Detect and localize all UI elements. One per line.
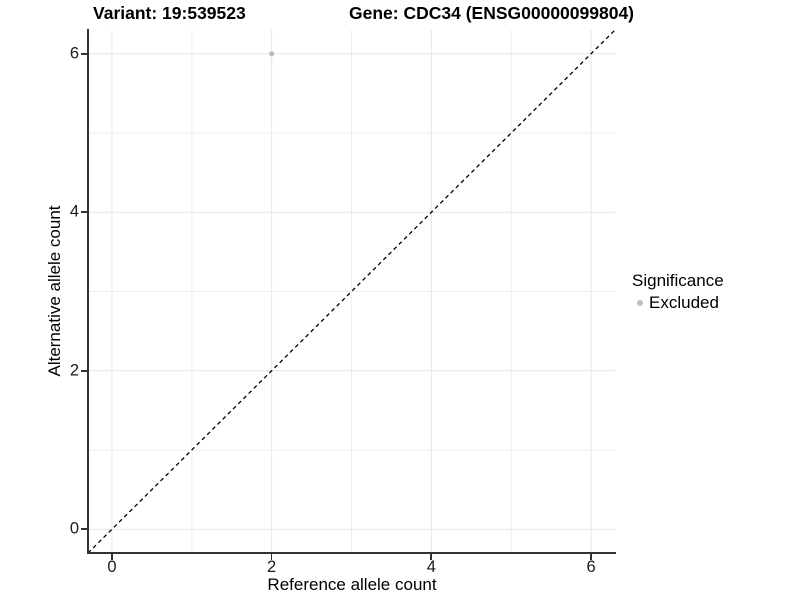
data-point <box>269 51 275 57</box>
x-tick-label: 6 <box>586 558 596 576</box>
x-tick-label: 2 <box>267 558 277 576</box>
y-axis-line <box>87 29 89 554</box>
legend-title: Significance <box>632 271 724 290</box>
y-tick-mark <box>81 211 87 214</box>
x-tick-label: 4 <box>426 558 436 576</box>
y-axis-title: Alternative allele count <box>45 205 64 377</box>
y-tick-mark <box>81 369 87 372</box>
plot-panel <box>88 30 615 553</box>
x-tick-mark <box>430 554 433 560</box>
y-tick-mark <box>81 528 87 531</box>
y-tick-mark <box>81 52 87 55</box>
x-tick-label: 0 <box>107 558 117 576</box>
plot-title-gene: Gene: CDC34 (ENSG00000099804) <box>349 3 635 23</box>
y-tick-label: 4 <box>69 202 79 221</box>
x-tick-mark <box>110 554 113 560</box>
x-tick-mark <box>590 554 592 560</box>
x-tick-mark <box>270 554 273 560</box>
y-tick-label: 2 <box>69 361 79 380</box>
plot-title-variant: Variant: 19:539523 <box>93 3 246 23</box>
legend-item-label: Excluded <box>649 293 719 312</box>
legend-item-excluded: Excluded <box>630 293 724 313</box>
x-axis-title: Reference allele count <box>267 575 437 594</box>
legend: Significance Excluded <box>630 271 724 313</box>
y-tick-label: 0 <box>69 519 79 538</box>
x-axis-line <box>87 552 616 554</box>
y-tick-label: 6 <box>69 44 79 63</box>
excluded-point-icon <box>637 300 643 306</box>
